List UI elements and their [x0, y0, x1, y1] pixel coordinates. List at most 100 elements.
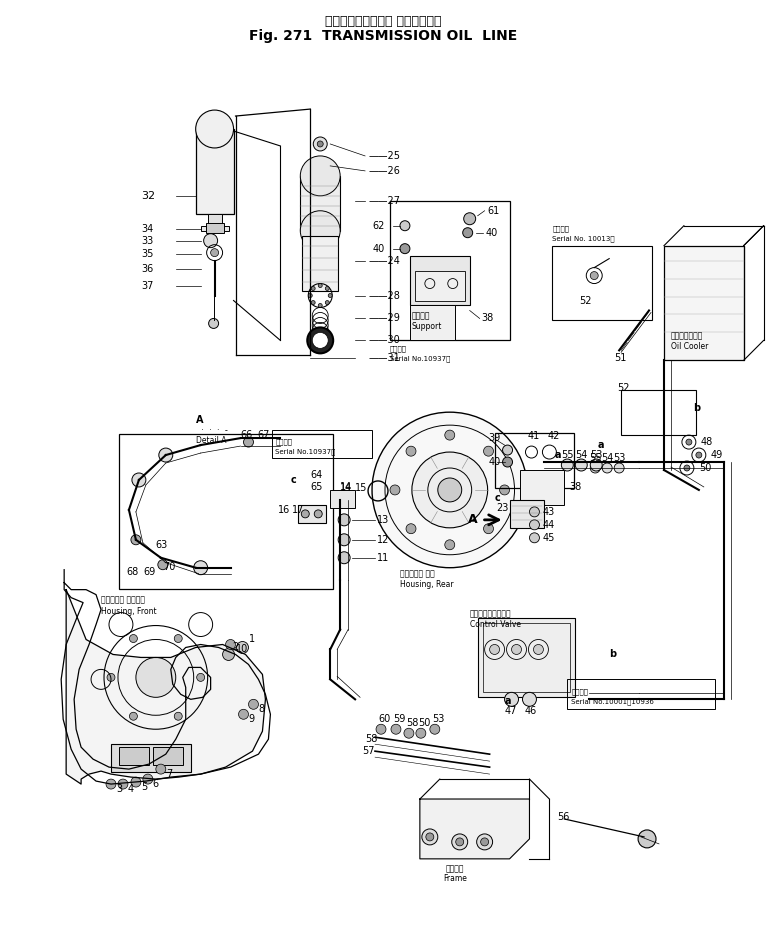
Text: 41: 41: [528, 431, 540, 441]
Circle shape: [118, 779, 128, 789]
Text: 53: 53: [432, 714, 444, 724]
Bar: [119, 434, 333, 588]
Bar: [111, 744, 191, 772]
Text: ——24: ——24: [368, 256, 400, 266]
Circle shape: [301, 211, 340, 251]
Text: 35: 35: [141, 249, 153, 259]
Text: 48: 48: [701, 437, 713, 447]
Circle shape: [534, 645, 543, 654]
Text: Serial No.10001～10936: Serial No.10001～10936: [571, 698, 654, 705]
Text: 56: 56: [558, 812, 570, 822]
Bar: [410, 306, 455, 340]
Text: 適用号機: 適用号機: [571, 688, 588, 695]
Text: トランスミッション オイルライン: トランスミッション オイルライン: [324, 15, 441, 28]
Circle shape: [416, 728, 426, 738]
Text: 4: 4: [128, 784, 134, 794]
Text: 33: 33: [141, 236, 153, 245]
Text: 65: 65: [311, 482, 323, 492]
Circle shape: [591, 272, 598, 279]
Bar: [482, 622, 571, 693]
Text: Housing, Front: Housing, Front: [101, 607, 156, 616]
Circle shape: [225, 639, 235, 650]
Text: 55: 55: [589, 453, 601, 463]
Circle shape: [222, 649, 235, 661]
Text: 53: 53: [613, 453, 625, 463]
Text: 17: 17: [292, 505, 304, 515]
Circle shape: [512, 645, 522, 654]
Bar: [621, 390, 696, 435]
Text: 適用号機: 適用号機: [552, 226, 569, 232]
Circle shape: [438, 478, 462, 502]
Circle shape: [575, 459, 588, 471]
Circle shape: [158, 559, 168, 570]
Text: 9: 9: [249, 714, 255, 724]
Text: 47: 47: [505, 706, 517, 716]
Text: Oil Cooler: Oil Cooler: [671, 342, 709, 351]
Circle shape: [464, 212, 476, 225]
Bar: [495, 433, 574, 488]
Text: Frame: Frame: [443, 874, 466, 884]
Circle shape: [452, 834, 468, 850]
Circle shape: [638, 830, 656, 848]
Circle shape: [308, 293, 312, 298]
Circle shape: [602, 463, 612, 473]
Text: 5: 5: [141, 782, 147, 792]
Circle shape: [325, 287, 329, 290]
Circle shape: [159, 448, 173, 462]
Text: 50: 50: [699, 463, 711, 473]
Bar: [196, 129, 233, 213]
Bar: [568, 680, 715, 710]
Text: 40: 40: [373, 243, 385, 254]
Circle shape: [489, 645, 499, 654]
Text: 23: 23: [496, 503, 509, 513]
Text: 51: 51: [614, 353, 627, 364]
Text: Serial No. 10013～: Serial No. 10013～: [552, 235, 615, 242]
Text: 54: 54: [575, 450, 588, 460]
Circle shape: [174, 634, 183, 643]
Text: 58: 58: [365, 734, 377, 744]
Text: 49: 49: [711, 450, 723, 460]
Text: 52: 52: [617, 384, 630, 393]
Text: 38: 38: [569, 482, 581, 492]
Circle shape: [376, 724, 386, 734]
Text: 70: 70: [163, 562, 175, 572]
Text: 43: 43: [542, 507, 555, 517]
Text: 34: 34: [141, 224, 153, 234]
Text: 53: 53: [590, 450, 602, 460]
Bar: [302, 236, 338, 290]
Text: 46: 46: [525, 706, 537, 716]
Circle shape: [529, 533, 539, 542]
Circle shape: [311, 287, 315, 290]
Text: a: a: [597, 440, 604, 450]
Circle shape: [400, 221, 410, 230]
Text: 58: 58: [406, 718, 418, 728]
Bar: [664, 245, 744, 360]
Circle shape: [591, 459, 602, 471]
Text: 14: 14: [340, 482, 352, 492]
Circle shape: [696, 452, 702, 458]
Text: 63: 63: [156, 540, 168, 550]
Circle shape: [502, 445, 512, 455]
Circle shape: [338, 534, 350, 546]
Text: Detail A: Detail A: [196, 435, 226, 445]
Bar: [410, 256, 469, 306]
Text: オイルクーラー: オイルクーラー: [671, 331, 703, 340]
Bar: [298, 505, 326, 523]
Polygon shape: [66, 589, 265, 784]
Text: 68: 68: [126, 567, 138, 577]
Text: 62: 62: [373, 221, 385, 230]
Circle shape: [406, 524, 416, 534]
Circle shape: [243, 437, 253, 447]
Circle shape: [483, 524, 493, 534]
Text: 16: 16: [278, 505, 291, 515]
Bar: [478, 618, 575, 697]
Text: フレーム: フレーム: [446, 864, 464, 873]
Text: 32: 32: [141, 191, 155, 201]
Text: ——29: ——29: [368, 313, 400, 323]
Circle shape: [130, 713, 137, 720]
Circle shape: [412, 452, 488, 528]
Text: b: b: [693, 403, 700, 414]
Circle shape: [445, 540, 455, 550]
Circle shape: [430, 724, 439, 734]
Text: 54: 54: [601, 453, 614, 463]
